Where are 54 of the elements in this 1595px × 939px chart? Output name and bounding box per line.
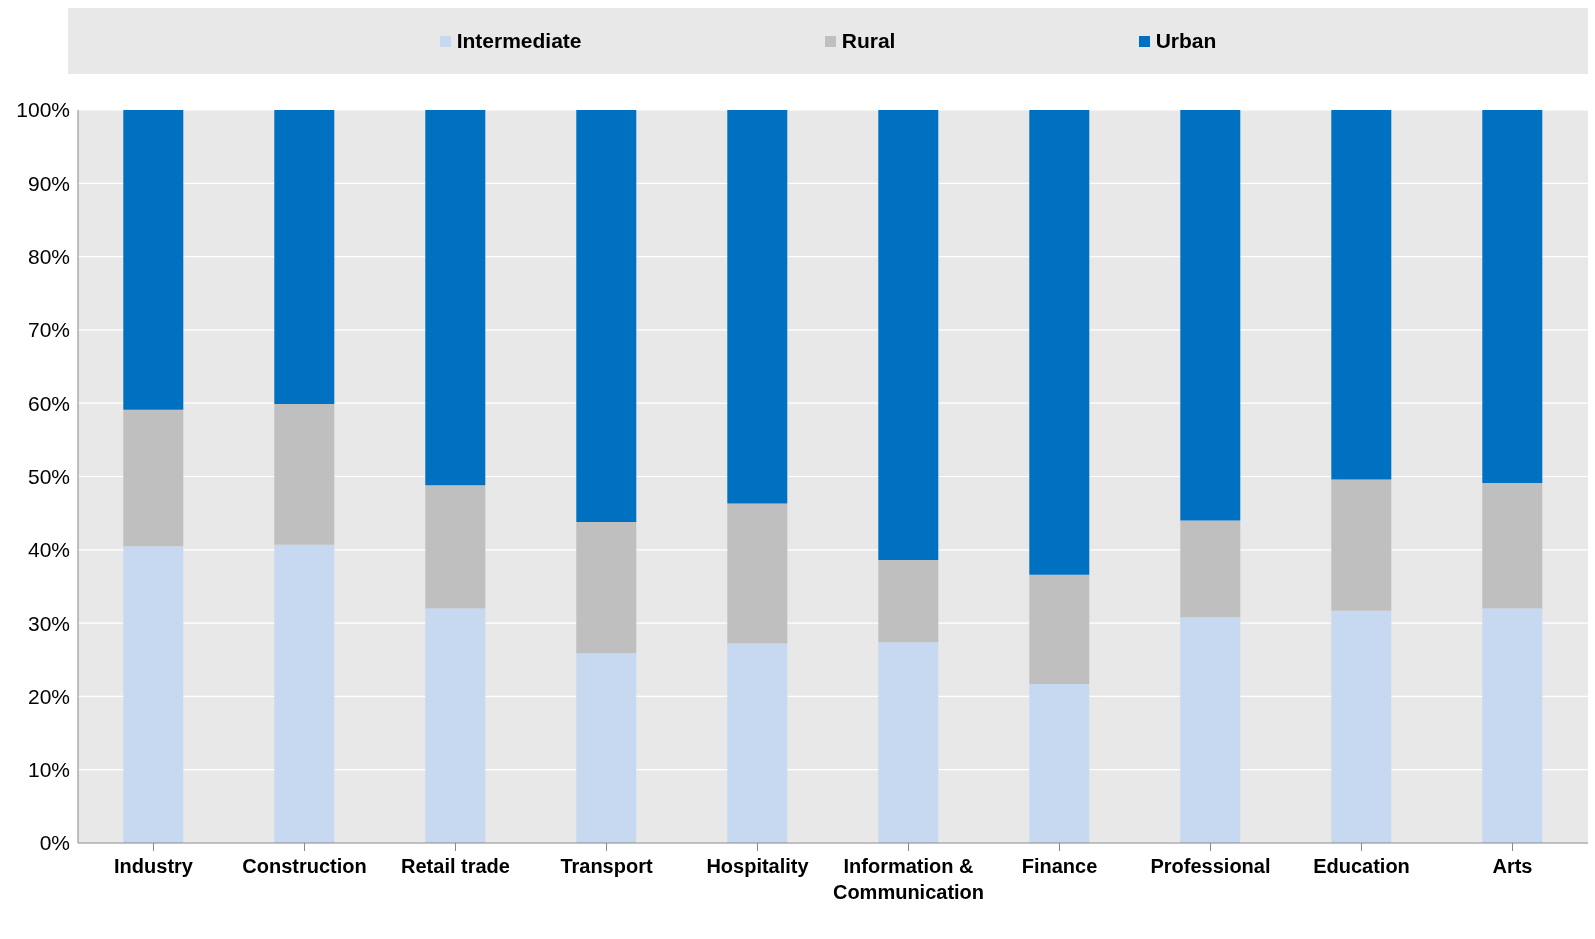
legend-label: Intermediate	[455, 29, 582, 53]
bar	[425, 110, 486, 486]
bar	[727, 110, 788, 504]
bar	[1180, 520, 1241, 618]
x-tick-label: Hospitality	[706, 855, 810, 877]
y-tick-label: 30%	[27, 611, 70, 635]
y-tick-label: 50%	[27, 464, 70, 488]
x-tick-label: Finance	[1021, 855, 1098, 877]
bar	[425, 608, 486, 843]
x-tick-label: Construction	[242, 855, 367, 877]
y-tick-label: 40%	[27, 538, 70, 562]
bar	[274, 403, 335, 545]
bar	[1482, 110, 1543, 484]
bar	[727, 503, 788, 644]
bar	[274, 110, 335, 404]
y-tick-label: 100%	[16, 98, 70, 122]
legend-label: Rural	[840, 29, 896, 53]
bar	[1180, 617, 1241, 843]
y-tick-label: 10%	[27, 758, 70, 782]
bar	[1331, 110, 1392, 480]
bar	[878, 110, 939, 561]
bar	[1180, 110, 1241, 521]
bar	[123, 110, 184, 410]
x-tick-label: Transport	[560, 855, 653, 877]
bar	[727, 643, 788, 843]
bar	[1482, 608, 1543, 843]
y-tick-label: 70%	[27, 318, 70, 342]
bar	[274, 544, 335, 843]
y-tick-label: 80%	[27, 245, 70, 269]
legend-label: Urban	[1154, 29, 1217, 53]
bar	[1029, 110, 1090, 575]
bar	[878, 560, 939, 643]
x-tick-label: Industry	[114, 855, 194, 877]
bar	[123, 409, 184, 547]
bar	[425, 485, 486, 609]
bar	[878, 642, 939, 843]
bar	[1029, 574, 1090, 684]
bar	[576, 521, 637, 654]
bar	[1331, 479, 1392, 611]
y-tick-label: 0%	[39, 831, 70, 855]
x-tick-label: Retail trade	[401, 855, 510, 877]
bar	[576, 653, 637, 843]
y-tick-label: 20%	[27, 684, 70, 708]
x-tick-label: Arts	[1492, 855, 1533, 877]
y-tick-label: 60%	[27, 391, 70, 415]
bar	[123, 546, 184, 843]
x-tick-label: Professional	[1150, 855, 1271, 877]
x-tick-label: Information & Communication	[832, 855, 985, 903]
bar	[1482, 483, 1543, 609]
bar	[576, 110, 637, 522]
bar	[1331, 610, 1392, 843]
x-tick-label: Education	[1313, 855, 1410, 877]
bar	[1029, 683, 1090, 843]
y-tick-label: 90%	[27, 171, 70, 195]
